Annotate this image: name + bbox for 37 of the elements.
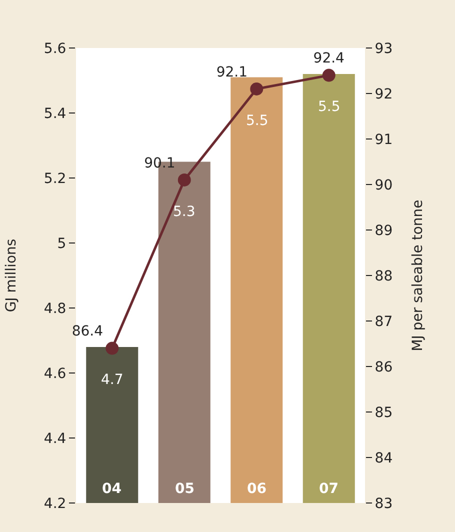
data-label: 5.5 [318,99,340,115]
y-tick-label: 4.2 [44,496,66,512]
point [106,342,119,355]
y2-tick-label: 87 [374,314,393,330]
point [322,68,336,82]
x-tick-label: 05 [175,481,194,497]
y-tick-label: 5.4 [44,106,66,122]
y2-tick-label: 90 [374,177,393,194]
y2-tick-label: 86 [374,359,393,376]
point [178,173,191,186]
y-tick-label: 5 [57,236,66,252]
data-label: 4.7 [101,372,124,388]
y2-tick-label: 85 [374,404,393,421]
data-label: 5.5 [246,113,268,129]
y2-tick-label: 88 [374,268,393,284]
y2-tick-label: 83 [374,496,393,512]
x-tick-label: 04 [102,481,122,497]
y-axis-title: GJ millions [4,238,20,312]
data-label: 90.1 [144,155,176,172]
data-label: 92.1 [216,64,248,80]
y-tick-label: 5.6 [44,40,66,57]
y2-tick-label: 92 [374,86,393,102]
y-tick-label: 4.8 [44,300,66,317]
y2-tick-label: 93 [374,40,393,57]
data-label: 5.3 [173,204,196,220]
data-label: 86.4 [72,324,104,340]
data-label: 92.4 [313,50,345,67]
y-tick-label: 4.4 [44,430,66,447]
x-tick-label: 06 [247,481,266,497]
y2-tick-label: 91 [374,132,393,148]
y2-axis-title: MJ per saleable tonne [410,200,426,352]
point [250,82,264,96]
y2-tick-label: 84 [374,450,393,466]
y2-tick-label: 89 [374,222,393,239]
x-tick-label: 07 [319,481,338,497]
y-tick-label: 5.2 [44,170,66,187]
y-tick-label: 4.6 [44,366,66,382]
